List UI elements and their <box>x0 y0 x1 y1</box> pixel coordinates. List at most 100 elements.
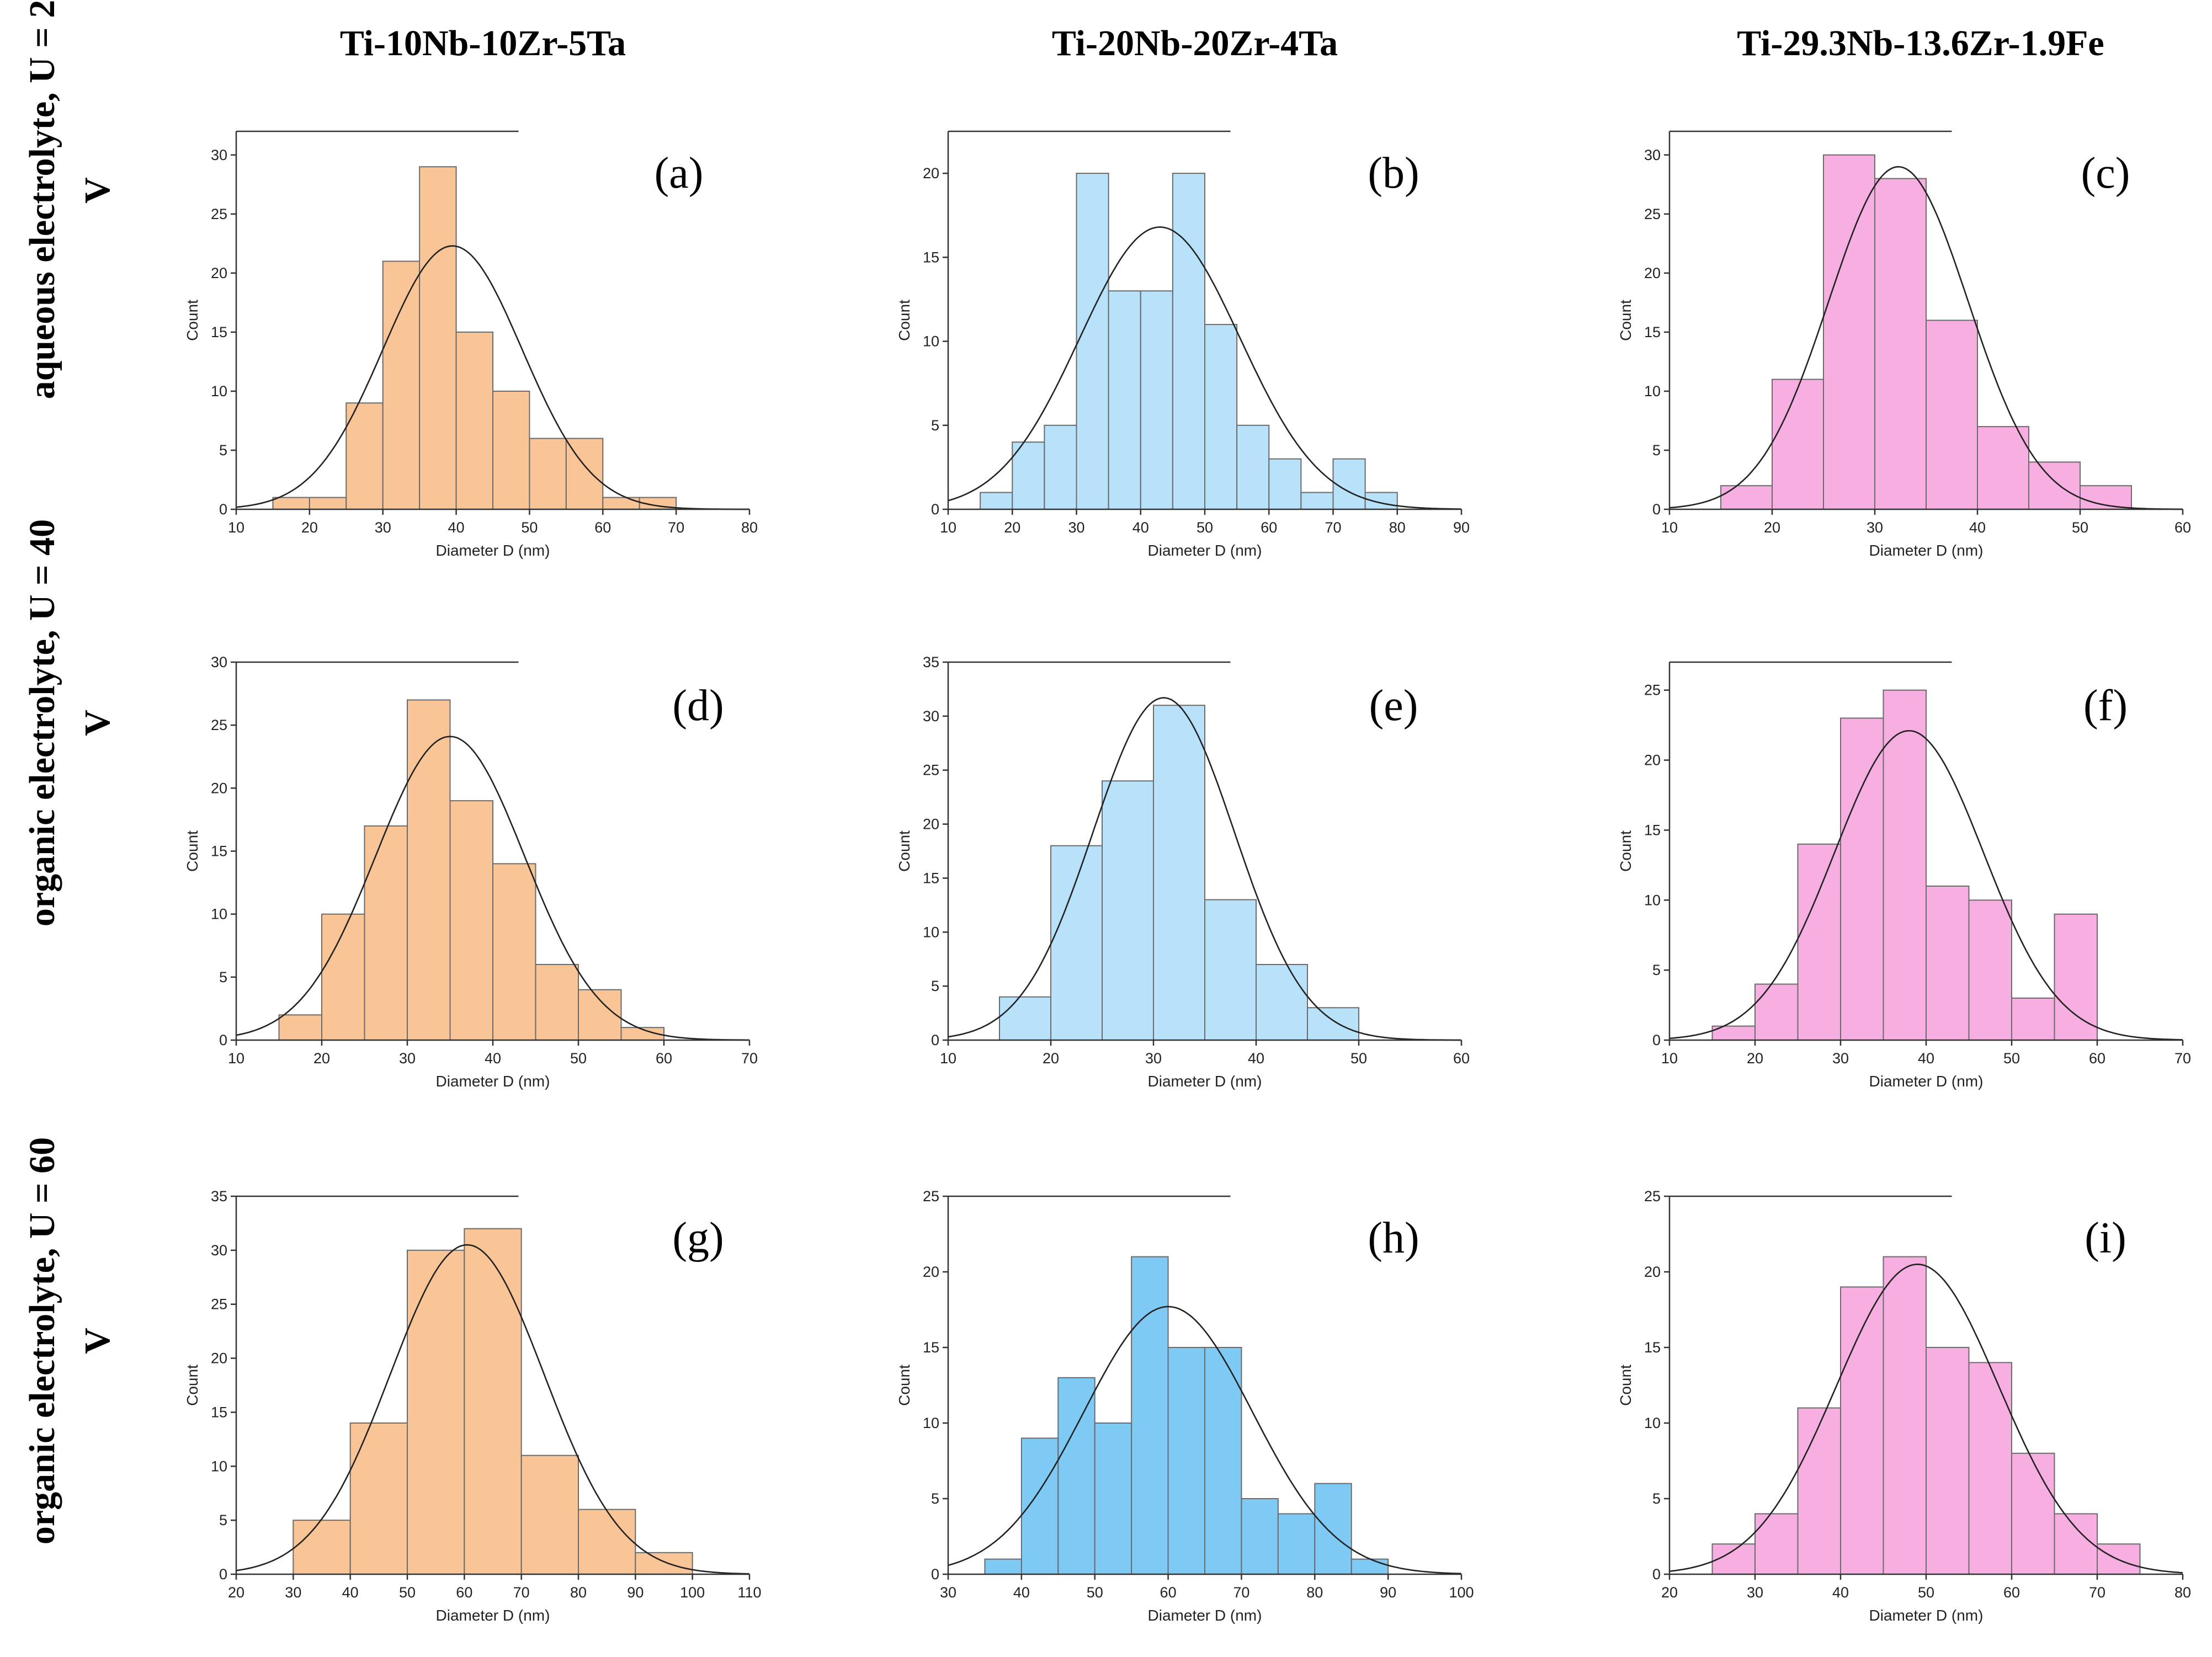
y-tick-label: 10 <box>211 383 227 399</box>
x-tick-label: 10 <box>1661 519 1678 536</box>
histogram-panel-h: 30 40 50 60 70 80 90 100 0 5 10 15 20 25 Diameter D (n… <box>896 1188 1474 1624</box>
x-tick-label: 20 <box>1004 519 1020 536</box>
histogram-bar <box>578 989 622 1041</box>
histogram-bar <box>364 825 408 1041</box>
histogram-bar <box>984 1558 1022 1575</box>
x-tick-label: 90 <box>1453 519 1470 536</box>
x-tick-label: 40 <box>1248 1050 1264 1067</box>
y-tick-label: 35 <box>211 1188 227 1205</box>
x-tick-label: 60 <box>2003 1584 2020 1601</box>
x-tick-label: 30 <box>285 1584 301 1601</box>
x-tick-label: 40 <box>342 1584 359 1601</box>
histogram-panel-g: 20 30 40 50 60 70 80 90 100 110 0 5 10 15 20 25 30 35 Diam… <box>184 1188 762 1624</box>
x-tick-label: 80 <box>1389 519 1406 536</box>
y-tick-label: 10 <box>923 1415 939 1431</box>
x-tick-label: 80 <box>1306 1584 1323 1601</box>
histogram-bar <box>520 1454 579 1575</box>
histogram-bar <box>1204 899 1257 1041</box>
x-tick-label: 60 <box>594 519 611 536</box>
x-axis-title: Diameter D (nm) <box>1148 1073 1262 1090</box>
x-tick-label: 20 <box>313 1050 330 1067</box>
y-tick-label: 10 <box>211 906 227 923</box>
x-tick-label: 70 <box>668 519 684 536</box>
x-axis-title: Diameter D (nm) <box>436 1073 550 1090</box>
y-tick-label: 20 <box>923 816 939 833</box>
y-tick-label: 20 <box>211 1350 227 1367</box>
x-axis-title: Diameter D (nm) <box>1869 1607 1984 1624</box>
histogram-panel-a: 10 20 30 40 50 60 70 80 0 5 10 15 20 25 30 Diameter D (… <box>184 130 758 559</box>
x-axis-title: Diameter D (nm) <box>1148 542 1262 559</box>
histogram-bar <box>1076 173 1109 510</box>
y-tick-label: 25 <box>1644 206 1661 222</box>
histogram-bar <box>1332 458 1366 510</box>
histogram-bar <box>999 996 1051 1041</box>
x-tick-label: 80 <box>741 519 758 536</box>
x-tick-label: 70 <box>741 1050 758 1067</box>
normal-fit-curve <box>236 1244 750 1575</box>
x-tick-label: 40 <box>1918 1050 1934 1067</box>
x-tick-label: 80 <box>2174 1584 2191 1601</box>
histogram-bar <box>1256 964 1308 1041</box>
y-axis-title: Count <box>184 830 201 872</box>
histogram-bar <box>407 1249 465 1575</box>
x-tick-label: 20 <box>1747 1050 1763 1067</box>
histogram-bar <box>278 1014 322 1041</box>
y-tick-label: 25 <box>211 206 227 222</box>
normal-fit-curve <box>948 1306 1462 1575</box>
y-axis-title: Count <box>184 1365 201 1406</box>
y-tick-label: 0 <box>1652 1032 1661 1048</box>
histogram-bar <box>1883 1256 1927 1575</box>
y-tick-label: 10 <box>923 924 939 940</box>
column-title-3: Ti-29.3Nb-13.6Zr-1.9Fe <box>1737 23 2104 63</box>
y-tick-label: 15 <box>923 870 939 886</box>
normal-fit-curve <box>236 245 749 510</box>
row-label-2: organic electrolyte, U = 40 V <box>22 519 118 926</box>
y-tick-label: 10 <box>1644 892 1661 908</box>
histogram-bar <box>1926 1347 1970 1575</box>
histogram-bar <box>535 964 579 1041</box>
y-tick-label: 15 <box>211 324 227 340</box>
row-label-3: organic electrolyte, U = 60 V <box>22 1137 118 1544</box>
histogram-bar <box>1754 1513 1799 1575</box>
histogram-bar <box>1754 983 1799 1041</box>
x-tick-label: 90 <box>627 1584 644 1601</box>
row-label-3-line1: organic electrolyte, U = 60 <box>22 1137 62 1544</box>
y-axis-title: Count <box>1617 1365 1634 1406</box>
y-tick-label: 5 <box>1652 1490 1661 1507</box>
histogram-bar <box>1823 154 1875 510</box>
histogram-bar <box>1044 424 1077 510</box>
x-tick-label: 60 <box>2089 1050 2105 1067</box>
y-axis-title: Count <box>1617 300 1634 341</box>
x-tick-label: 50 <box>399 1584 416 1601</box>
histogram-panel-i: 20 30 40 50 60 70 80 0 5 10 15 20 25 Diameter D (nm) C… <box>1617 1188 2191 1624</box>
normal-fit-curve <box>1669 730 2183 1041</box>
x-tick-label: 20 <box>1043 1050 1059 1067</box>
histogram-bar <box>1977 426 2029 510</box>
histogram-bar <box>1241 1498 1279 1575</box>
histogram-panel-e: 10 20 30 40 50 60 0 5 10 15 20 25 30 35 Diameter D (nm… <box>896 654 1470 1090</box>
y-tick-label: 15 <box>1644 324 1661 340</box>
x-tick-label: 60 <box>2174 519 2191 536</box>
x-tick-label: 10 <box>940 519 956 536</box>
normal-fit-curve <box>236 736 749 1041</box>
x-tick-label: 50 <box>1197 519 1213 536</box>
x-tick-label: 30 <box>375 519 391 536</box>
y-axis-title: Count <box>184 300 201 341</box>
x-axis-title: Diameter D (nm) <box>436 1607 550 1624</box>
y-tick-label: 30 <box>923 708 939 724</box>
normal-fit-curve <box>1669 166 2183 510</box>
y-tick-label: 0 <box>219 1032 227 1048</box>
y-tick-label: 25 <box>923 762 939 779</box>
x-tick-label: 70 <box>1233 1584 1249 1601</box>
histogram-bar <box>1108 290 1141 510</box>
histogram-bar <box>2054 1513 2098 1575</box>
panel-letter: (d) <box>672 681 724 730</box>
histogram-bar <box>419 166 457 510</box>
y-tick-label: 20 <box>1644 1264 1661 1280</box>
x-axis-title: Diameter D (nm) <box>1869 1073 1984 1090</box>
x-tick-label: 10 <box>228 1050 244 1067</box>
x-tick-label: 60 <box>456 1584 472 1601</box>
x-tick-label: 30 <box>1832 1050 1849 1067</box>
x-tick-label: 40 <box>485 1050 501 1067</box>
